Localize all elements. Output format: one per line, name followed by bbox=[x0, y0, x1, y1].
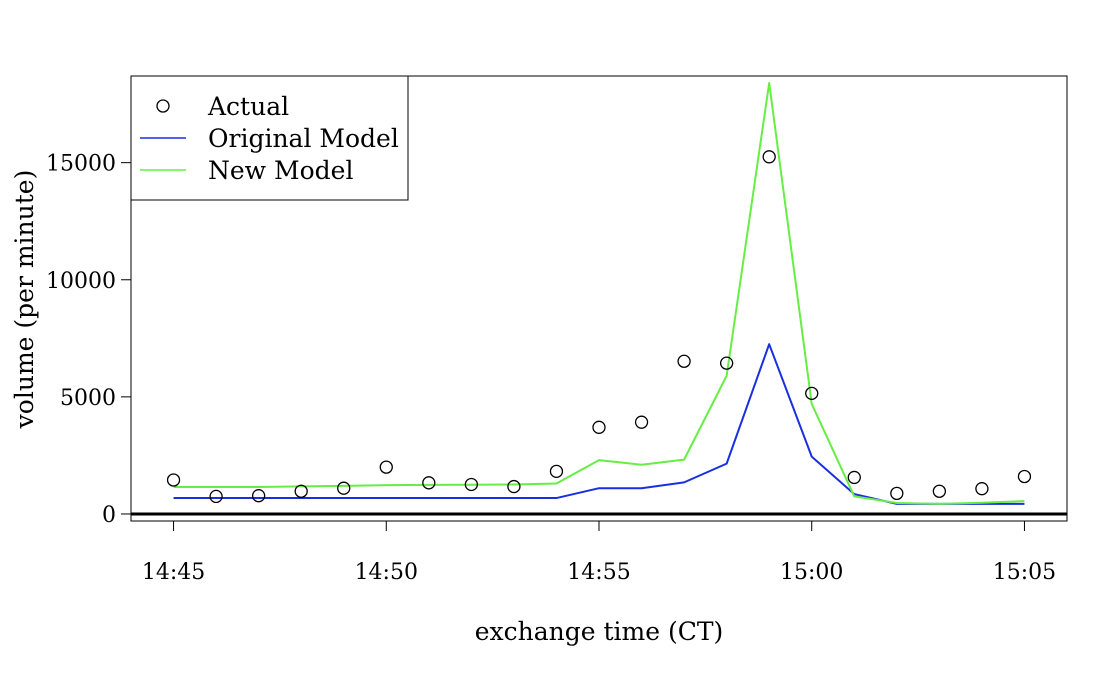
series-line-original-model bbox=[173, 343, 1025, 505]
data-point-actual bbox=[166, 473, 181, 487]
data-point-actual bbox=[932, 484, 947, 498]
data-point-actual bbox=[337, 481, 351, 495]
y-tick-label: 15000 bbox=[46, 152, 116, 177]
legend-label-new-model: New Model bbox=[208, 156, 353, 185]
y-tick-label: 10000 bbox=[46, 269, 116, 294]
data-point-actual bbox=[294, 484, 308, 498]
legend-symbol-actual bbox=[156, 99, 170, 113]
data-point-actual bbox=[507, 479, 521, 494]
x-tick-label: 15:05 bbox=[993, 560, 1056, 585]
legend: Actual Original Model New Model bbox=[130, 75, 409, 201]
data-point-actual bbox=[762, 150, 776, 164]
y-tick-label: 0 bbox=[102, 503, 116, 528]
y-axis: 0 5000 10000 15000 bbox=[46, 152, 132, 528]
x-axis: 14:45 14:50 14:55 15:00 15:05 bbox=[142, 520, 1056, 585]
points-layer bbox=[166, 150, 1032, 504]
x-tick-label: 14:50 bbox=[355, 560, 418, 585]
series-layer bbox=[131, 82, 1067, 516]
data-point-actual bbox=[634, 415, 649, 429]
data-point-actual bbox=[379, 460, 393, 474]
data-point-actual bbox=[549, 464, 564, 478]
data-point-actual bbox=[1017, 469, 1032, 484]
data-point-actual bbox=[422, 476, 436, 490]
data-point-actual bbox=[592, 420, 606, 434]
data-point-actual bbox=[209, 489, 223, 504]
x-tick-label: 14:45 bbox=[142, 560, 205, 585]
data-point-actual bbox=[975, 482, 989, 496]
legend-label-actual: Actual bbox=[207, 92, 289, 121]
data-point-actual bbox=[890, 486, 904, 501]
data-point-actual bbox=[805, 386, 819, 401]
series-line-new-model bbox=[173, 82, 1025, 505]
data-point-actual bbox=[464, 477, 479, 492]
data-point-actual bbox=[847, 470, 861, 485]
x-tick-label: 15:00 bbox=[780, 560, 843, 585]
y-tick-label: 5000 bbox=[60, 386, 116, 411]
y-axis-label: volume (per minute) bbox=[10, 170, 39, 430]
x-tick-label: 14:55 bbox=[567, 560, 630, 585]
data-point-actual bbox=[251, 489, 266, 503]
x-axis-label: exchange time (CT) bbox=[475, 617, 724, 646]
data-point-actual bbox=[677, 354, 691, 368]
data-point-actual bbox=[719, 356, 734, 370]
legend-label-original-model: Original Model bbox=[208, 124, 399, 153]
